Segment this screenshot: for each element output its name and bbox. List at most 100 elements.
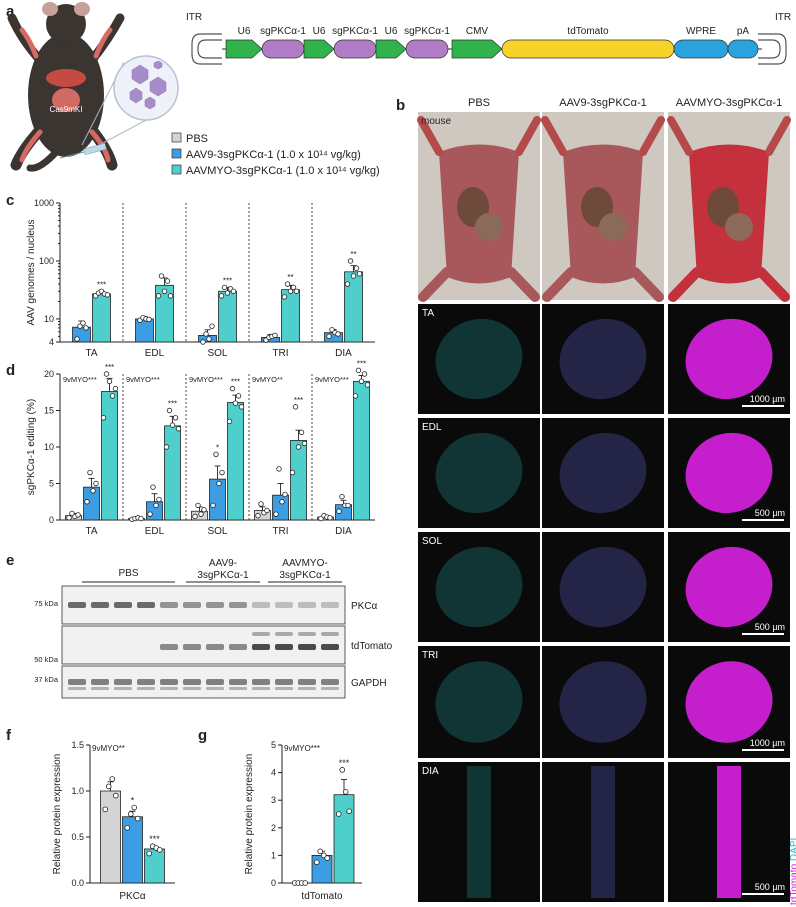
data-point-EDL-1-0 — [147, 511, 153, 517]
y-tick-label-3: 1.5 — [71, 740, 84, 750]
blot-band-lower-9 — [275, 687, 293, 690]
construct-label-3: sgPKCα-1 — [332, 26, 378, 37]
y-tick-label-1: 5 — [49, 479, 54, 489]
data-point-TA-0-3 — [75, 512, 81, 518]
panel-label-e: e — [6, 552, 14, 569]
photo-label: mouse — [421, 116, 451, 127]
bar-2 — [333, 794, 355, 884]
data-point-TRI-0-3 — [272, 332, 278, 339]
data-point-EDL-2-3 — [172, 415, 179, 421]
bar-TRI-2 — [290, 440, 307, 521]
data-point-TA-2-0 — [100, 415, 107, 421]
x-tick-label-1: EDL — [145, 526, 165, 537]
data-point-DIA-1-3 — [353, 265, 360, 271]
data-point-0-0 — [102, 806, 109, 813]
tissue-section-DIA-2 — [717, 766, 741, 898]
y-tick-label-0: 0 — [271, 878, 276, 888]
blot-band-0-6 — [206, 602, 224, 608]
y-tick-label-2: 100 — [39, 256, 54, 266]
blot-marker-2: 37 kDa — [34, 675, 59, 684]
construct-element-3 — [333, 39, 377, 59]
data-point-1-3 — [324, 855, 331, 861]
data-point-2-2 — [342, 789, 349, 795]
construct-label-8: WPRE — [686, 26, 716, 37]
data-point-TRI-1-1 — [284, 281, 291, 287]
construct-element-2 — [303, 39, 335, 59]
sig-2: *** — [339, 758, 350, 768]
construct-label-2: U6 — [313, 26, 326, 37]
blot-band-0-0 — [68, 602, 86, 608]
blot-band-1-8 — [252, 644, 270, 650]
data-point-1-1 — [317, 848, 324, 855]
mouse-strain-label: Cas9mKI — [50, 105, 83, 114]
data-point-0-3 — [302, 880, 309, 886]
mouse-leg-l-1 — [542, 267, 576, 302]
blot-band-1-6 — [206, 644, 224, 650]
data-point-DIA-1-3 — [345, 502, 351, 509]
data-point-TA-1-0 — [84, 499, 90, 505]
blot-band-2-7 — [229, 679, 247, 685]
blot-band-0-4 — [160, 602, 178, 608]
blot-band-0-2 — [114, 602, 132, 608]
blot-band-0-7 — [229, 602, 247, 608]
data-point-DIA-0-3 — [327, 515, 333, 521]
blot-band-lower-3 — [137, 687, 155, 690]
mouse-leg-l-2 — [668, 267, 702, 302]
blot-group-label-1: AAV9- — [209, 558, 237, 569]
blot-marker-0: 75 kDa — [34, 599, 59, 608]
mouse-leg-r-2 — [756, 267, 790, 302]
side-label-tdtomato: tdTomato — [789, 861, 796, 905]
mouse-leg-r-0 — [506, 267, 540, 302]
mouse-arm-l-1 — [541, 116, 567, 156]
data-point-DIA-2-1 — [355, 367, 362, 374]
tissue-section-TA-1 — [559, 318, 647, 400]
data-point-TA-0-1 — [77, 323, 83, 329]
y-axis-label: Relative protein expression — [52, 754, 63, 875]
sig-1: * — [131, 796, 135, 806]
data-point-EDL-0-3 — [146, 316, 152, 323]
blot-band-0-8 — [252, 602, 270, 608]
mouse-leg-r-1 — [630, 267, 664, 302]
bar-TA-2 — [101, 391, 118, 521]
data-point-SOL-1-2 — [224, 290, 231, 296]
construct-label-9: pA — [737, 26, 750, 37]
tissue-section-SOL-1 — [559, 546, 647, 628]
blot-band-2-9 — [275, 679, 293, 685]
data-point-EDL-2-4 — [175, 426, 182, 432]
blot-band-lower-7 — [229, 687, 247, 690]
group-annotation-4: 9vMYO*** — [315, 375, 349, 384]
construct-label-4: U6 — [385, 26, 398, 37]
data-point-TRI-2-0 — [289, 469, 296, 476]
group-annotation-3: 9vMYO** — [252, 375, 283, 384]
data-point-SOL-1-0 — [210, 502, 216, 509]
y-tick-label-2: 10 — [44, 442, 54, 452]
data-point-DIA-1-2 — [350, 273, 357, 279]
sig-TRI-1: ** — [287, 273, 293, 282]
data-point-SOL-1-1 — [213, 451, 219, 457]
data-point-0-1 — [105, 783, 112, 790]
data-point-SOL-1-4 — [230, 288, 237, 294]
x-tick-label-2: SOL — [207, 526, 227, 537]
panel-label-g: g — [198, 727, 207, 744]
legend: PBS AAV9-3sgPKCα-1 (1.0 x 10¹⁴ vg/kg) AAVM… — [171, 132, 380, 177]
mouse-arm-l-2 — [667, 116, 693, 156]
construct-label-0: U6 — [238, 26, 251, 37]
data-point-TA-0-3 — [83, 325, 89, 331]
x-tick-label-4: DIA — [335, 526, 352, 537]
construct-element-9 — [727, 39, 759, 59]
construct-element-0 — [225, 39, 263, 59]
construct-label-5: sgPKCα-1 — [404, 26, 450, 37]
blot-band-2-1 — [91, 679, 109, 685]
blot-band-2-8 — [252, 679, 270, 685]
data-point-SOL-1-3 — [219, 469, 225, 476]
data-point-2-0 — [146, 850, 153, 857]
data-point-SOL-0-1 — [203, 331, 209, 337]
blot-group-label-0: PBS — [118, 568, 138, 579]
data-point-1-1 — [127, 811, 134, 817]
construct-element-7 — [501, 39, 675, 59]
tissue-section-TA-0 — [435, 318, 523, 400]
blot-band-lower-2 — [114, 687, 132, 690]
y-tick-label-1: 10 — [44, 314, 54, 324]
mouse-leg-l-0 — [418, 267, 452, 302]
blot-group-label2-1: 3sgPKCα-1 — [197, 570, 249, 581]
